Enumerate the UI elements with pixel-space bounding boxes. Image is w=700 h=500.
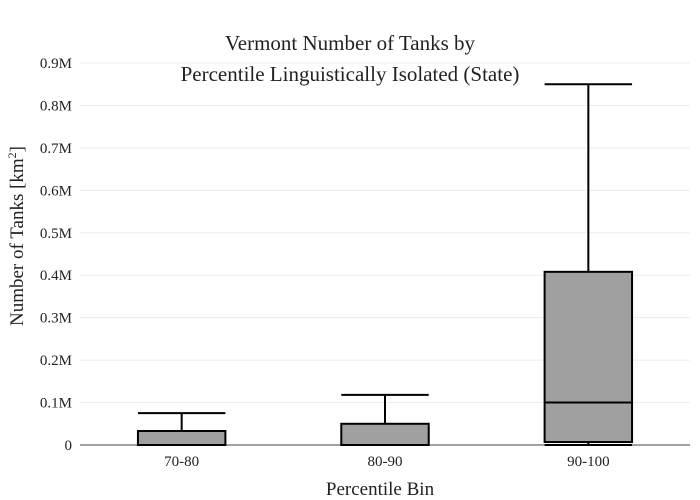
x-tick-label: 90-100 xyxy=(567,454,610,470)
y-axis-label: Number of Tanks [km2] xyxy=(5,146,28,326)
gridlines xyxy=(80,62,690,404)
box-90-100 xyxy=(543,83,634,446)
y-axis-ticks: 0 0.1M 0.2M 0.3M 0.4M 0.5M 0.6M 0.7M 0.8M 0.9M xyxy=(40,56,72,454)
y-tick-label: 0.4M xyxy=(40,268,72,284)
x-tick-label: 70-80 xyxy=(164,454,199,470)
y-tick-label: 0.5M xyxy=(40,226,72,242)
y-tick-label: 0.2M xyxy=(40,353,72,369)
box-80-90 xyxy=(340,393,430,446)
y-tick-label: 0.6M xyxy=(40,183,72,199)
box-iqr xyxy=(136,429,227,447)
y-tick-label: 0.8M xyxy=(40,98,72,114)
x-axis-label: Percentile Bin xyxy=(326,479,435,500)
x-axis-ticks: 70-80 80-90 90-100 xyxy=(164,454,609,470)
y-axis-label-main: Number of Tanks [km xyxy=(7,158,28,326)
y-tick-label: 0.1M xyxy=(40,396,72,412)
y-tick-label: 0 xyxy=(65,438,73,454)
boxes xyxy=(136,83,634,447)
y-axis-label-superscript: 2 xyxy=(5,152,19,158)
box-iqr xyxy=(543,270,634,444)
y-tick-label: 0.7M xyxy=(40,141,72,157)
y-axis-label-end: ] xyxy=(7,146,28,152)
box-70-80 xyxy=(136,412,227,447)
x-tick-label: 80-90 xyxy=(368,454,403,470)
chart-title-line-2: Percentile Linguistically Isolated (Stat… xyxy=(181,62,520,86)
box-iqr xyxy=(340,422,430,446)
chart-title-line-1: Vermont Number of Tanks by xyxy=(225,31,476,55)
y-tick-label: 0.3M xyxy=(40,311,72,327)
y-tick-label: 0.9M xyxy=(40,56,72,72)
